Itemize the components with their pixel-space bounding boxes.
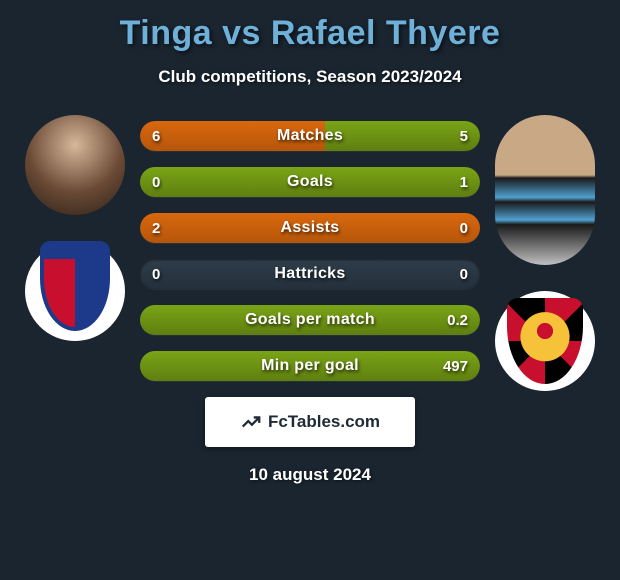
right-player-column [490, 115, 600, 391]
date-label: 10 august 2024 [10, 465, 610, 485]
stat-label: Goals per match [140, 305, 480, 335]
stat-bar: 497Min per goal [140, 351, 480, 381]
stat-bar: 20Assists [140, 213, 480, 243]
brand-label: FcTables.com [268, 412, 380, 432]
right-club-logo [495, 291, 595, 391]
page-title: Tinga vs Rafael Thyere [10, 14, 610, 53]
left-player-column [20, 115, 130, 341]
stat-label: Assists [140, 213, 480, 243]
brand-badge: FcTables.com [205, 397, 415, 447]
stat-label: Hattricks [140, 259, 480, 289]
left-player-photo [25, 115, 125, 215]
stat-label: Min per goal [140, 351, 480, 381]
right-player-photo [495, 115, 595, 265]
stat-label: Goals [140, 167, 480, 197]
stat-bar: 65Matches [140, 121, 480, 151]
chart-icon [240, 411, 262, 433]
subtitle: Club competitions, Season 2023/2024 [10, 67, 610, 87]
stat-bar: 0.2Goals per match [140, 305, 480, 335]
stat-bar: 01Goals [140, 167, 480, 197]
left-club-logo [25, 241, 125, 341]
stat-bars: 65Matches 01Goals 20Assists 00Hattricks 0.2G… [140, 115, 480, 381]
stat-label: Matches [140, 121, 480, 151]
stat-bar: 00Hattricks [140, 259, 480, 289]
sport-recife-shield-icon [507, 298, 583, 384]
fortaleza-shield-icon [40, 251, 110, 331]
